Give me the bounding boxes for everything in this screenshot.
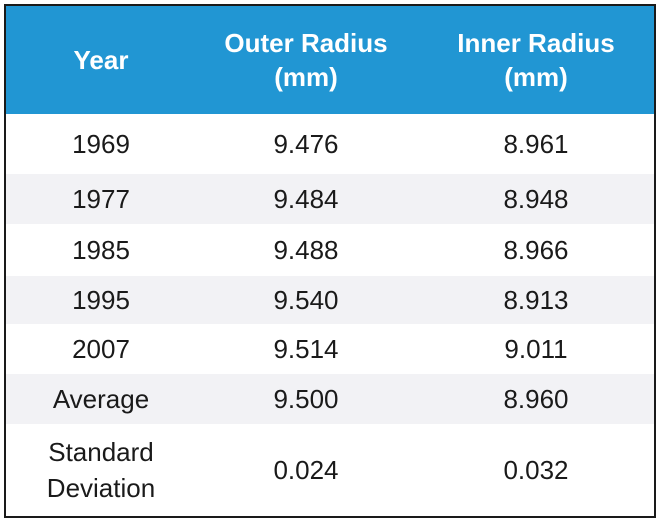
- cell-outer-radius: 9.476: [273, 129, 339, 159]
- cell-outer-radius: 9.540: [273, 285, 339, 315]
- cell-inner-radius: 0.032: [503, 455, 569, 485]
- cell-inner-radius: 8.966: [503, 235, 569, 265]
- cell-outer-radius: 0.024: [273, 455, 339, 485]
- cell-outer-radius: 9.514: [273, 334, 339, 364]
- table-row: 1985 9.488 8.966: [6, 224, 654, 276]
- cell-year: Average: [52, 384, 150, 414]
- table-row: 1969 9.476 8.961: [6, 114, 654, 174]
- cell-inner-radius: 8.913: [503, 285, 569, 315]
- cell-inner-radius: 8.960: [503, 384, 569, 414]
- table-row: Average 9.500 8.960: [6, 374, 654, 424]
- data-table: Year Outer Radius (mm) Inner Radius (mm)…: [4, 4, 656, 518]
- cell-year: Standard Deviation: [46, 437, 156, 503]
- header-outer-radius: Outer Radius (mm): [224, 28, 388, 92]
- table-row: 1995 9.540 8.913: [6, 276, 654, 324]
- cell-inner-radius: 9.011: [504, 334, 568, 364]
- table-header-row: Year Outer Radius (mm) Inner Radius (mm): [6, 6, 654, 114]
- cell-outer-radius: 9.500: [273, 384, 339, 414]
- cell-inner-radius: 8.948: [503, 184, 569, 214]
- cell-year: 1969: [72, 129, 130, 159]
- header-year: Year: [73, 45, 129, 75]
- cell-year: 2007: [72, 334, 130, 364]
- table-row: Standard Deviation 0.024 0.032: [6, 424, 654, 516]
- table-row: 2007 9.514 9.011: [6, 324, 654, 374]
- table-row: 1977 9.484 8.948: [6, 174, 654, 224]
- cell-inner-radius: 8.961: [503, 129, 569, 159]
- cell-year: 1977: [72, 184, 130, 214]
- cell-outer-radius: 9.488: [273, 235, 339, 265]
- cell-outer-radius: 9.484: [273, 184, 339, 214]
- cell-year: 1995: [72, 285, 130, 315]
- header-inner-radius: Inner Radius (mm): [457, 28, 615, 92]
- cell-year: 1985: [72, 235, 130, 265]
